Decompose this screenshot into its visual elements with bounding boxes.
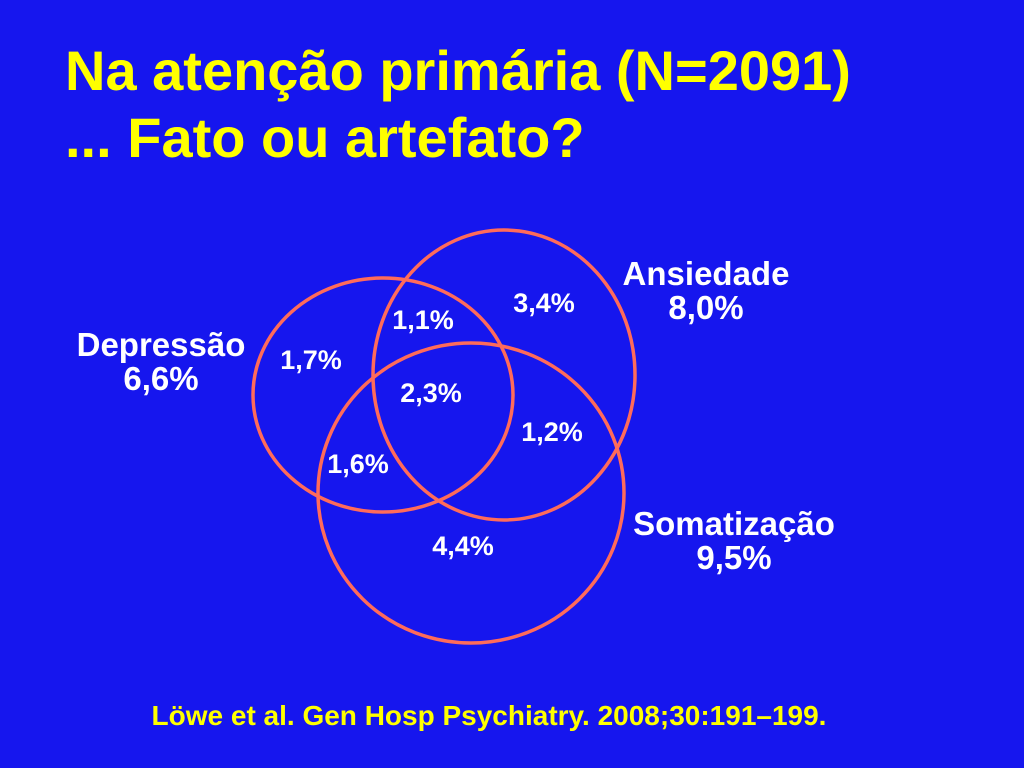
depressao-name: Depressão: [76, 326, 246, 363]
region-depressao-only: 1,7%: [280, 345, 342, 375]
slide-title: Na atenção primária (N=2091) ... Fato ou…: [65, 37, 851, 171]
depressao-circle: [251, 276, 515, 514]
citation: Löwe et al. Gen Hosp Psychiatry. 2008;30…: [151, 700, 827, 731]
depressao-value: 6,6%: [123, 360, 199, 397]
region-depressao-somatizacao: 1,6%: [327, 449, 389, 479]
ansiedade-value: 8,0%: [668, 289, 744, 326]
region-ansiedade-only: 3,4%: [513, 288, 575, 318]
region-depressao-ansiedade: 1,1%: [392, 305, 454, 335]
region-all-three: 2,3%: [400, 378, 462, 408]
ansiedade-name: Ansiedade: [622, 255, 790, 292]
title-line-1: Na atenção primária (N=2091): [65, 39, 851, 102]
region-somatizacao-only: 4,4%: [432, 531, 494, 561]
somatizacao-label: Somatização 9,5%: [633, 507, 835, 575]
depressao-label: Depressão 6,6%: [77, 328, 246, 396]
title-line-2: ... Fato ou artefato?: [65, 106, 585, 169]
somatizacao-circle: [316, 341, 626, 645]
somatizacao-name: Somatização: [633, 505, 835, 542]
ansiedade-circle: [371, 228, 637, 522]
somatizacao-value: 9,5%: [696, 539, 772, 576]
region-ansiedade-somatizacao: 1,2%: [521, 417, 583, 447]
ansiedade-label: Ansiedade 8,0%: [623, 257, 790, 325]
